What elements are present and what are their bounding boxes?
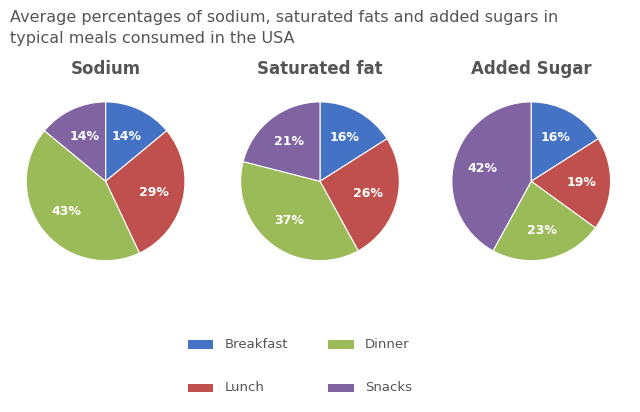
Wedge shape <box>241 162 358 261</box>
Wedge shape <box>452 102 531 251</box>
Bar <box>328 340 354 349</box>
Text: Breakfast: Breakfast <box>224 338 288 351</box>
Wedge shape <box>106 102 167 181</box>
Text: 19%: 19% <box>566 176 596 190</box>
Text: 37%: 37% <box>275 214 304 227</box>
Wedge shape <box>493 181 595 261</box>
Text: Snacks: Snacks <box>365 382 412 394</box>
Text: Lunch: Lunch <box>224 382 264 394</box>
Bar <box>328 384 354 392</box>
Text: 42%: 42% <box>468 162 498 176</box>
Wedge shape <box>243 102 320 181</box>
Bar <box>188 340 213 349</box>
Text: 43%: 43% <box>51 206 81 218</box>
Text: 16%: 16% <box>540 131 570 144</box>
Title: Saturated fat: Saturated fat <box>257 60 383 78</box>
Wedge shape <box>320 102 387 181</box>
Wedge shape <box>531 139 611 228</box>
Text: 23%: 23% <box>527 224 557 236</box>
Wedge shape <box>531 102 598 181</box>
Text: 14%: 14% <box>69 129 99 143</box>
Text: Dinner: Dinner <box>365 338 410 351</box>
Text: 26%: 26% <box>353 187 383 200</box>
Wedge shape <box>44 102 106 181</box>
Wedge shape <box>320 139 399 251</box>
Text: 21%: 21% <box>275 135 305 148</box>
Text: Average percentages of sodium, saturated fats and added sugars in
typical meals : Average percentages of sodium, saturated… <box>10 10 558 46</box>
Text: 29%: 29% <box>140 186 170 199</box>
Title: Added Sugar: Added Sugar <box>471 60 591 78</box>
Wedge shape <box>106 131 185 253</box>
Text: 16%: 16% <box>329 131 359 144</box>
Bar <box>188 384 213 392</box>
Wedge shape <box>26 131 140 261</box>
Text: 14%: 14% <box>112 129 142 143</box>
Title: Sodium: Sodium <box>70 60 141 78</box>
